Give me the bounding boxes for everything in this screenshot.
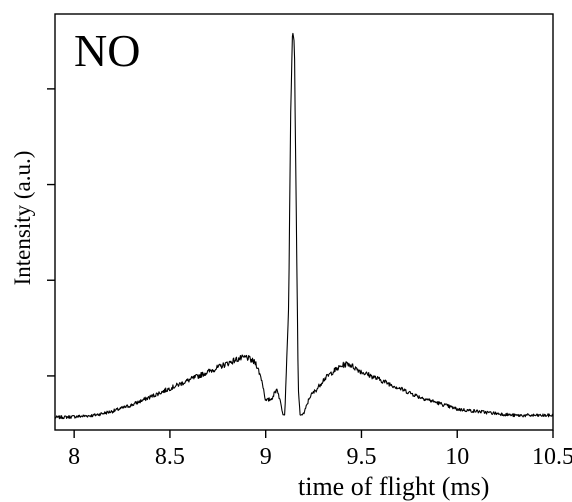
plot-frame [54,13,554,431]
x-tick-label: 10.5 [532,444,572,470]
chart-title: NO [74,25,140,76]
x-tick-label: 9 [260,444,272,470]
x-tick-label: 9.5 [346,444,376,470]
y-axis-label: Intensity (a.u.) [10,151,35,286]
x-tick-label: 8 [68,444,80,470]
x-axis-ticks: 8 8.5 9 9.5 10 10.5 [68,430,572,470]
y-axis-ticks [47,88,55,377]
x-tick-label: 8.5 [155,444,185,470]
x-axis-label: time of flight (ms) [298,472,489,501]
x-tick-label: 10 [445,444,469,470]
series-line [54,32,554,420]
